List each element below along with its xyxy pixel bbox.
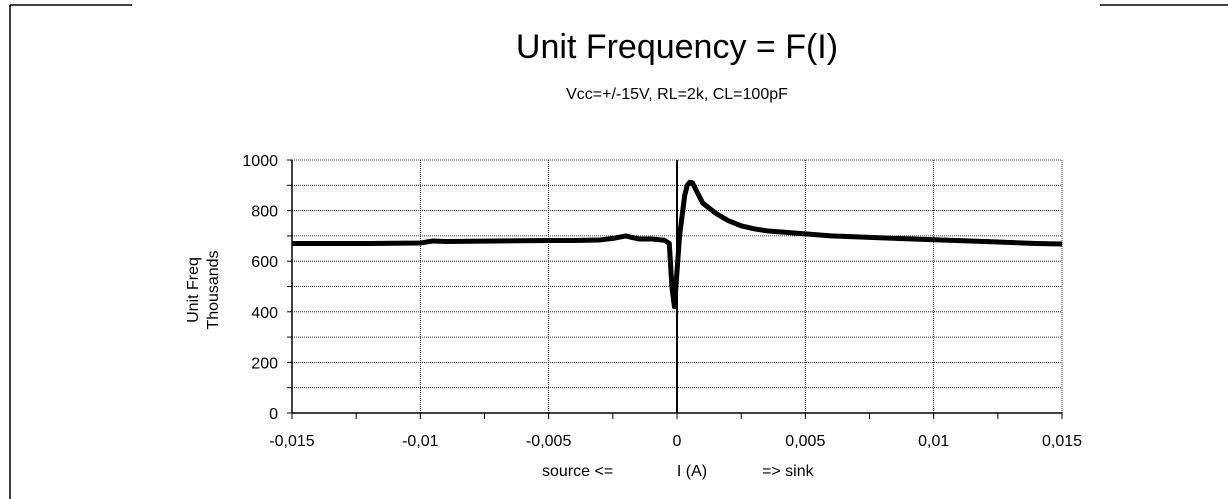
- y-tick-label: 400: [251, 305, 278, 322]
- x-tick-label: 0,005: [785, 433, 825, 450]
- series-layer: [292, 179, 1063, 310]
- chart-title: Unit Frequency = F(I): [516, 28, 838, 66]
- series-line: [292, 179, 1063, 310]
- x-tick-label: 0,01: [918, 433, 949, 450]
- y-axis-label-line1: Unit Freq: [185, 257, 202, 323]
- x-tick-label: 0,015: [1042, 433, 1082, 450]
- x-tick-label: -0,01: [402, 433, 439, 450]
- x-axis-label-right: => sink: [762, 463, 815, 480]
- y-tick-label: 1000: [242, 153, 278, 170]
- x-axis-label-left: source <=: [542, 463, 613, 480]
- x-tick-label: -0,005: [526, 433, 571, 450]
- x-tick-label: -0,015: [269, 433, 314, 450]
- x-tick-label: 0: [673, 433, 682, 450]
- x-tick-labels: -0,015 -0,01 -0,005 0 0,005 0,01 0,015: [269, 433, 1082, 450]
- x-axis-label-center: I (A): [677, 463, 707, 480]
- outer-frame: [9, 4, 1228, 499]
- y-tick-label: 600: [251, 254, 278, 271]
- y-tick-label: 200: [251, 355, 278, 372]
- y-tick-labels: 0 200 400 600 800 1000: [242, 153, 278, 423]
- y-axis-label-line2: Thousands: [205, 250, 222, 329]
- chart-subtitle: Vcc=+/-15V, RL=2k, CL=100pF: [566, 86, 788, 103]
- y-tick-label: 0: [269, 406, 278, 423]
- y-tick-label: 800: [251, 204, 278, 221]
